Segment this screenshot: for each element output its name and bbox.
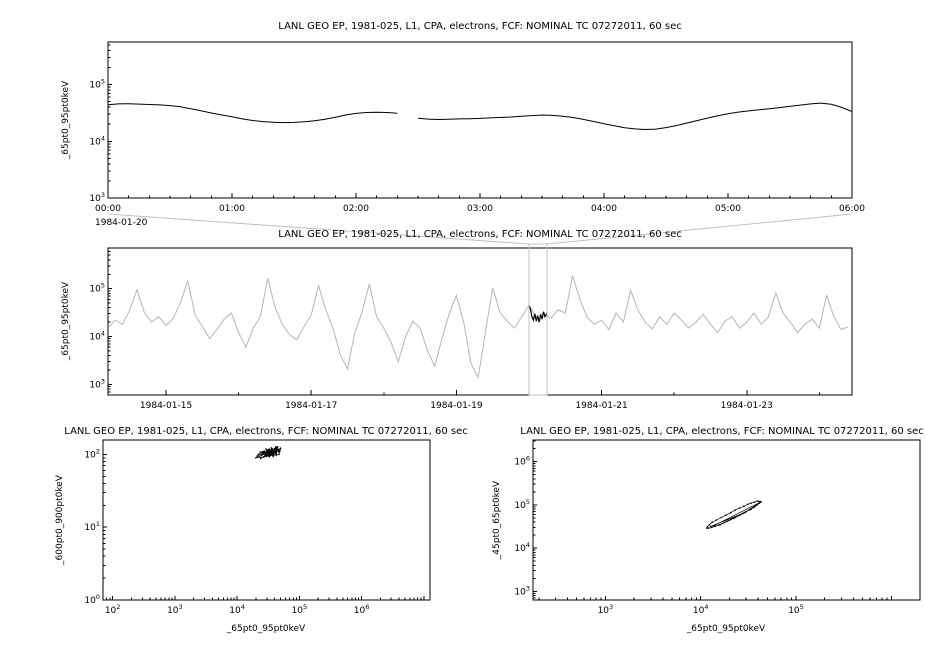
svg-text:1984-01-23: 1984-01-23 — [721, 401, 773, 411]
svg-text:103: 103 — [167, 603, 183, 616]
svg-text:01:00: 01:00 — [219, 204, 245, 214]
svg-text:102: 102 — [105, 603, 121, 616]
panel-overview-timeseries: 103 104 105 1984-01-15 1984-01-17 1984-01-19 1… — [89, 247, 853, 411]
plot-area-top-timeseries[interactable] — [108, 42, 852, 198]
svg-text:00:00: 00:00 — [95, 204, 121, 214]
svg-text:03:00: 03:00 — [467, 204, 493, 214]
svg-text:104: 104 — [89, 330, 105, 343]
svg-text:105: 105 — [89, 282, 105, 295]
panel1-title: LANL GEO EP, 1981-025, L1, CPA, electron… — [278, 21, 682, 32]
context-overview-link — [107, 213, 853, 396]
svg-text:104: 104 — [229, 603, 245, 616]
svg-text:103: 103 — [514, 584, 530, 597]
svg-text:1984-01-21: 1984-01-21 — [575, 401, 627, 411]
panel2-title: LANL GEO EP, 1981-025, L1, CPA, electron… — [278, 229, 682, 240]
svg-text:104: 104 — [514, 541, 530, 554]
svg-text:02:00: 02:00 — [343, 204, 369, 214]
panel2-ylabel: _65pt0_95pt0keV — [61, 281, 71, 361]
svg-text:04:00: 04:00 — [591, 204, 617, 214]
svg-text:105: 105 — [89, 78, 105, 91]
svg-text:106: 106 — [354, 603, 370, 616]
plot-area-scatter-45-65-vs-65-95[interactable] — [533, 440, 920, 600]
svg-text:106: 106 — [514, 455, 530, 468]
panel4-title: LANL GEO EP, 1981-025, L1, CPA, electron… — [520, 426, 924, 437]
panel3-ylabel: _600pt0_900pt0keV — [55, 475, 65, 565]
svg-text:103: 103 — [89, 191, 105, 204]
plot-area-overview-timeseries[interactable] — [108, 248, 852, 395]
selection-box[interactable] — [528, 243, 548, 396]
svg-text:103: 103 — [598, 603, 614, 616]
panel4-ylabel: _45pt0_65pt0keV — [492, 480, 502, 560]
svg-text:103: 103 — [89, 377, 105, 390]
panel1-start-date: 1984-01-20 — [95, 218, 148, 228]
panel-scatter-45-65: 103 104 105 106 103 104 105 — [514, 439, 921, 616]
panel3-title: LANL GEO EP, 1981-025, L1, CPA, electron… — [64, 426, 468, 437]
svg-text:05:00: 05:00 — [715, 204, 741, 214]
panel1-ylabel: _65pt0_95pt0keV — [61, 80, 71, 160]
svg-text:1984-01-17: 1984-01-17 — [285, 401, 337, 411]
svg-text:105: 105 — [788, 603, 804, 616]
svg-text:101: 101 — [84, 520, 100, 533]
panel-scatter-600-900: 100 101 102 102 103 104 105 106 — [84, 439, 431, 616]
svg-text:1984-01-15: 1984-01-15 — [140, 401, 192, 411]
svg-text:100: 100 — [84, 593, 100, 606]
panel4-xlabel: _65pt0_95pt0keV — [686, 624, 766, 634]
svg-text:105: 105 — [292, 603, 308, 616]
svg-text:104: 104 — [693, 603, 709, 616]
plot-area-scatter-600-900-vs-65-95[interactable] — [103, 440, 430, 600]
panel3-xlabel: _65pt0_95pt0keV — [226, 624, 306, 634]
svg-text:102: 102 — [84, 447, 100, 460]
panel-top-timeseries: 103 104 105 00:00 01:00 02:00 03:00 04:00 05:00 0… — [89, 41, 865, 214]
svg-text:06:00: 06:00 — [839, 204, 865, 214]
svg-text:105: 105 — [514, 498, 530, 511]
svg-text:104: 104 — [89, 134, 105, 147]
svg-text:1984-01-19: 1984-01-19 — [430, 401, 483, 411]
